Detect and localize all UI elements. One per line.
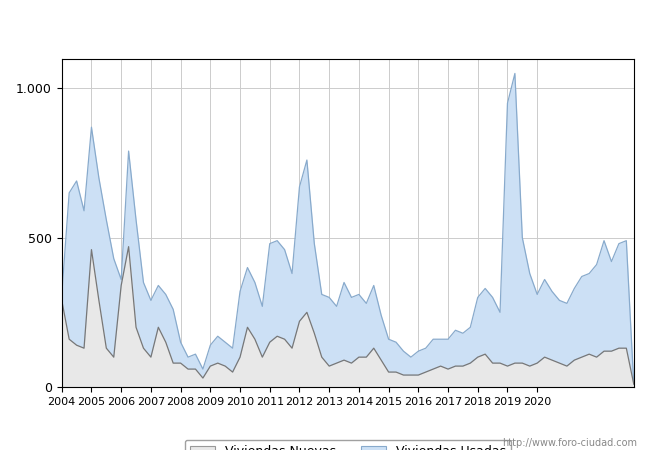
Legend: Viviendas Nuevas, Viviendas Usadas: Viviendas Nuevas, Viviendas Usadas: [185, 440, 511, 450]
Text: Torrejón de Ardoz - Evolucion del Nº de Transacciones Inmobiliarias: Torrejón de Ardoz - Evolucion del Nº de …: [79, 17, 571, 33]
Text: http://www.foro-ciudad.com: http://www.foro-ciudad.com: [502, 438, 637, 448]
